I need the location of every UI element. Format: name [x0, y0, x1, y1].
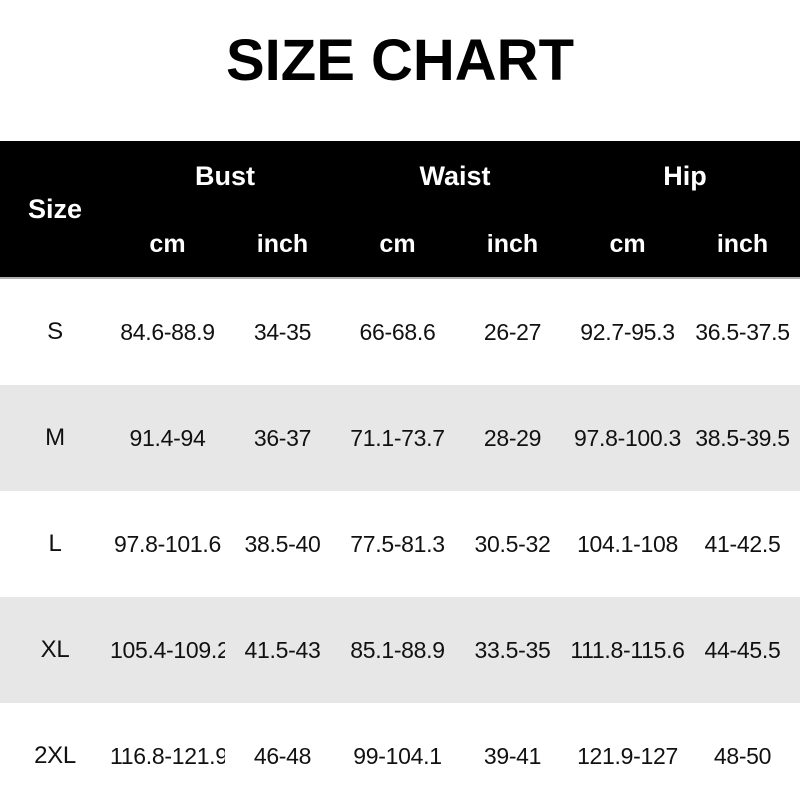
bust-inch-value: 46-48 — [253, 742, 312, 769]
size-table-body: S 84.6-88.9 34-35 66-68.6 26-27 92.7-95.… — [0, 278, 800, 800]
hip-inch-value: 36.5-37.5 — [695, 318, 790, 345]
page-title: SIZE CHART — [226, 28, 574, 93]
size-label: L — [48, 530, 62, 557]
hip-inch-value: 44-45.5 — [704, 636, 781, 663]
bust-cm-value: 105.4-109.2 — [110, 636, 225, 663]
hip-cm-value: 121.9-127 — [577, 742, 678, 769]
table-row-xl: XL 105.4-109.2 41.5-43 85.1-88.9 33.5-35… — [0, 597, 800, 703]
waist-inch-value: 30.5-32 — [474, 530, 551, 557]
waist-inch-value: 26-27 — [483, 318, 542, 345]
header-unit-row: cm inch cm inch cm inch — [0, 211, 800, 278]
waist-cm-value: 71.1-73.7 — [350, 424, 445, 451]
size-label: S — [47, 318, 63, 345]
size-label: 2XL — [34, 742, 76, 769]
table-row-l: L 97.8-101.6 38.5-40 77.5-81.3 30.5-32 1… — [0, 491, 800, 597]
hip-inch-value: 41-42.5 — [704, 530, 781, 557]
bust-inch-value: 34-35 — [253, 318, 312, 345]
bust-cm-value: 116.8-121.9 — [110, 742, 225, 769]
bust-cm-value: 91.4-94 — [129, 424, 206, 451]
hip-cm-value: 104.1-108 — [577, 530, 678, 557]
unit-header-hip-cm: cm — [570, 211, 686, 278]
bust-cm-value: 84.6-88.9 — [120, 318, 215, 345]
bust-inch-value: 36-37 — [253, 424, 312, 451]
table-row-m: M 91.4-94 36-37 71.1-73.7 28-29 97.8-100… — [0, 385, 800, 491]
unit-header-bust-inch: inch — [225, 211, 340, 278]
unit-header-bust-cm: cm — [110, 211, 225, 278]
waist-inch-value: 33.5-35 — [474, 636, 551, 663]
header-group-row: Size Bust Waist Hip — [0, 141, 800, 278]
waist-cm-value: 85.1-88.9 — [350, 636, 445, 663]
hip-cm-value: 92.7-95.3 — [580, 318, 675, 345]
table-row-s: S 84.6-88.9 34-35 66-68.6 26-27 92.7-95.… — [0, 278, 800, 385]
bust-cm-value: 97.8-101.6 — [114, 530, 221, 557]
unit-header-waist-cm: cm — [340, 211, 455, 278]
waist-inch-value: 39-41 — [483, 742, 542, 769]
unit-header-hip-inch: inch — [685, 211, 800, 278]
table-row-2xl: 2XL 116.8-121.9 46-48 99-104.1 39-41 121… — [0, 703, 800, 800]
waist-cm-value: 66-68.6 — [359, 318, 436, 345]
bust-inch-value: 41.5-43 — [244, 636, 321, 663]
size-table: Size Bust Waist Hip cm inch cm inch cm i… — [0, 141, 800, 800]
waist-cm-value: 99-104.1 — [353, 742, 442, 769]
hip-cm-value: 97.8-100.3 — [574, 424, 681, 451]
hip-cm-value: 111.8-115.6 — [570, 636, 685, 663]
hip-inch-value: 38.5-39.5 — [695, 424, 790, 451]
column-group-waist: Waist — [340, 141, 571, 211]
size-label: M — [45, 424, 65, 451]
size-table-header: Size Bust Waist Hip cm inch cm inch cm i… — [0, 141, 800, 278]
unit-header-waist-inch: inch — [455, 211, 571, 278]
waist-cm-value: 77.5-81.3 — [350, 530, 445, 557]
column-header-size: Size — [0, 141, 110, 278]
column-group-bust: Bust — [110, 141, 340, 211]
column-group-hip: Hip — [570, 141, 800, 211]
waist-inch-value: 28-29 — [483, 424, 542, 451]
size-label: XL — [40, 636, 70, 663]
hip-inch-value: 48-50 — [713, 742, 772, 769]
bust-inch-value: 38.5-40 — [244, 530, 321, 557]
